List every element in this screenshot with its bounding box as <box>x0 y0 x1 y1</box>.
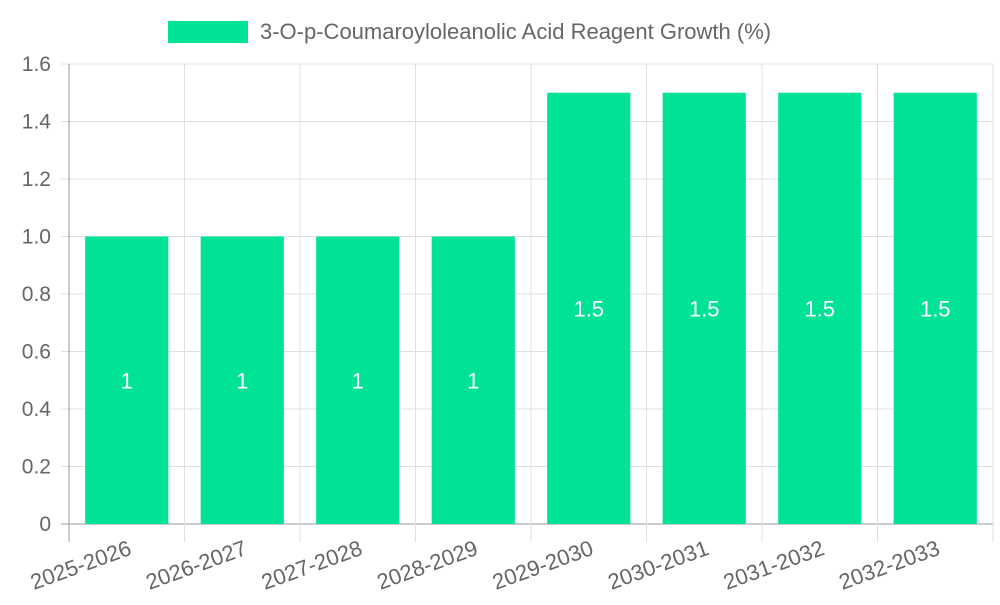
data-label: 1.5 <box>804 296 835 321</box>
x-tick-label: 2030-2031 <box>605 535 712 594</box>
y-tick-label: 0.2 <box>22 456 51 479</box>
y-tick-label: 0.6 <box>22 341 51 364</box>
bar[interactable] <box>200 236 284 525</box>
bar[interactable] <box>316 236 400 525</box>
data-label: 1 <box>467 368 479 393</box>
x-tick-label: 2026-2027 <box>143 535 250 594</box>
data-label: 1.5 <box>689 296 720 321</box>
bar[interactable] <box>547 92 631 524</box>
data-label: 1.5 <box>920 296 951 321</box>
y-tick-label: 0.8 <box>22 283 51 306</box>
y-tick-label: 1.0 <box>22 226 51 249</box>
y-tick-label: 1.2 <box>22 168 51 191</box>
bar[interactable] <box>893 92 977 524</box>
y-tick-label: 0.4 <box>22 398 52 421</box>
y-tick-label: 1.4 <box>22 111 52 134</box>
bar[interactable] <box>85 236 169 525</box>
y-tick-label: 0 <box>39 513 51 536</box>
x-tick-label: 2028-2029 <box>374 535 481 594</box>
legend-swatch <box>168 21 248 43</box>
data-label: 1.5 <box>573 296 604 321</box>
x-tick-label: 2027-2028 <box>258 535 365 594</box>
bars: 1 1 1 1 1.5 1.5 1.5 1.5 <box>85 92 977 525</box>
data-label: 1 <box>352 368 364 393</box>
legend-label: 3-O-p-Coumaroyloleanolic Acid Reagent Gr… <box>260 19 771 44</box>
legend[interactable]: 3-O-p-Coumaroyloleanolic Acid Reagent Gr… <box>168 19 771 44</box>
x-tick-label: 2029-2030 <box>489 535 596 594</box>
bar[interactable] <box>662 92 746 524</box>
x-tick-label: 2025-2026 <box>27 535 134 594</box>
data-label: 1 <box>121 368 133 393</box>
x-tick-label: 2032-2033 <box>836 535 943 594</box>
x-tick-label: 2031-2032 <box>720 535 827 594</box>
bar[interactable] <box>431 236 515 525</box>
y-tick-label: 1.6 <box>22 53 51 76</box>
data-label: 1 <box>236 368 248 393</box>
bar[interactable] <box>778 92 862 524</box>
